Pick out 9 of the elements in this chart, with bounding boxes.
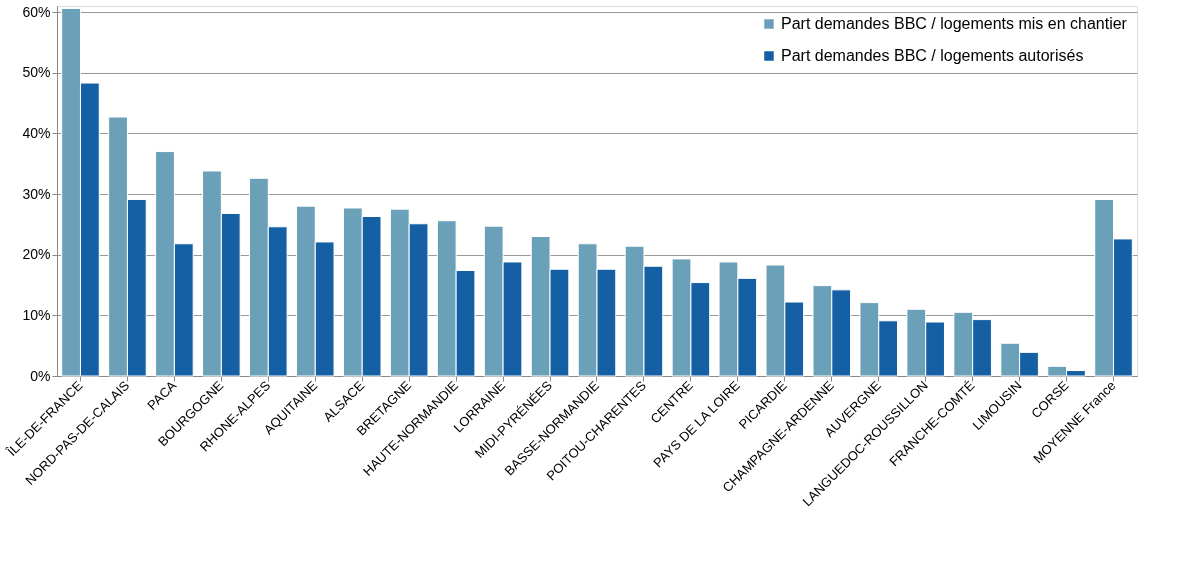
y-tick-label: 40% — [22, 124, 51, 141]
legend-label: Part demandes BBC / logements autorisés — [781, 47, 1084, 64]
y-tick-label: 0% — [30, 367, 51, 384]
y-tick-label: 20% — [22, 246, 51, 263]
y-tick-label: 30% — [22, 185, 51, 202]
y-tick-label: 60% — [22, 3, 51, 20]
y-tick-label: 10% — [22, 306, 51, 323]
y-tick-label: 50% — [22, 64, 51, 81]
legend-label: Part demandes BBC / logements mis en chantier — [781, 15, 1128, 32]
